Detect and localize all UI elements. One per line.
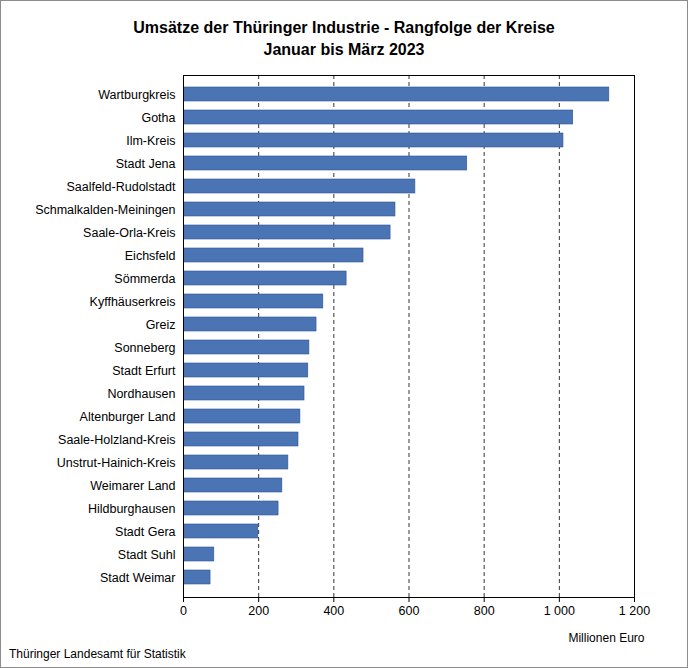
svg-text:Kyffhäuserkreis: Kyffhäuserkreis [90, 295, 176, 309]
svg-text:400: 400 [323, 604, 344, 618]
svg-text:Weimarer Land: Weimarer Land [90, 479, 175, 493]
svg-text:Altenburger Land: Altenburger Land [80, 410, 176, 424]
svg-text:Gotha: Gotha [141, 111, 175, 125]
svg-text:1 200: 1 200 [619, 604, 650, 618]
svg-text:Wartburgkreis: Wartburgkreis [98, 88, 175, 102]
svg-text:Stadt Erfurt: Stadt Erfurt [112, 364, 176, 378]
svg-text:Stadt Jena: Stadt Jena [116, 157, 176, 171]
html-text:Januar bis März 2023: Januar bis März 2023 [263, 41, 425, 58]
html-text:Thüringer Landesamt für Statis: Thüringer Landesamt für Statistik [9, 647, 186, 661]
svg-text:Hildburghausen: Hildburghausen [88, 502, 176, 516]
svg-text:800: 800 [474, 604, 495, 618]
svg-text:Millionen Euro: Millionen Euro [568, 631, 644, 645]
svg-text:Saale-Holzland-Kreis: Saale-Holzland-Kreis [58, 433, 175, 447]
svg-text:600: 600 [399, 604, 420, 618]
svg-text:Sömmerda: Sömmerda [114, 272, 175, 286]
svg-text:Unstrut-Hainich-Kreis: Unstrut-Hainich-Kreis [57, 456, 176, 470]
svg-text:Stadt Gera: Stadt Gera [115, 525, 175, 539]
svg-text:200: 200 [248, 604, 269, 618]
svg-text:Eichsfeld: Eichsfeld [125, 249, 176, 263]
svg-text:Stadt Weimar: Stadt Weimar [100, 571, 176, 585]
svg-text:Stadt Suhl: Stadt Suhl [118, 548, 176, 562]
svg-text:Ilm-Kreis: Ilm-Kreis [126, 134, 175, 148]
svg-text:Greiz: Greiz [146, 318, 176, 332]
html-text:Umsätze der Thüringer Industri: Umsätze der Thüringer Industrie - Rangfo… [133, 19, 555, 36]
svg-text:Sonneberg: Sonneberg [114, 341, 175, 355]
svg-text:Nordhausen: Nordhausen [107, 387, 175, 401]
svg-text:Saalfeld-Rudolstadt: Saalfeld-Rudolstadt [66, 180, 176, 194]
svg-text:Saale-Orla-Kreis: Saale-Orla-Kreis [83, 226, 175, 240]
svg-text:1 000: 1 000 [544, 604, 575, 618]
svg-text:0: 0 [180, 604, 187, 618]
svg-text:Schmalkalden-Meiningen: Schmalkalden-Meiningen [35, 203, 175, 217]
